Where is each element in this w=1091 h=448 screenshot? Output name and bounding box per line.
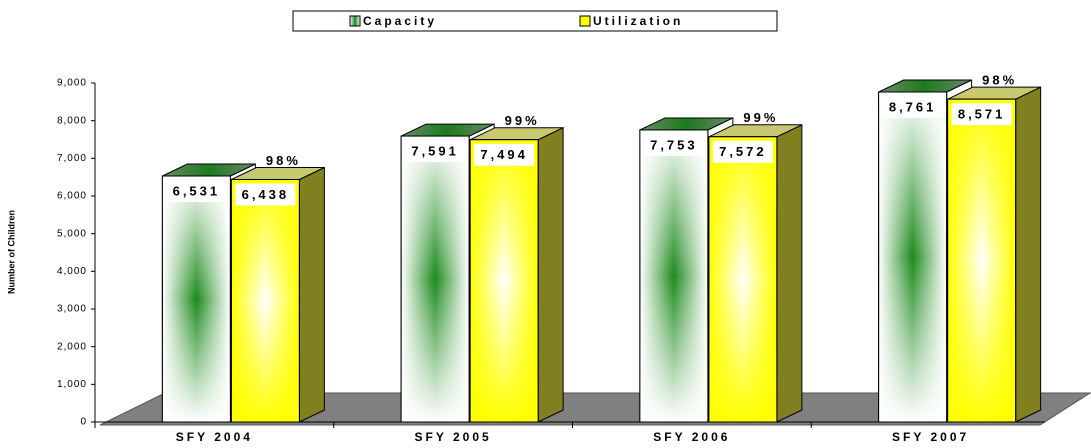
value-label-box xyxy=(643,133,704,156)
value-label: 7,494 xyxy=(480,147,528,162)
value-label: 8,571 xyxy=(958,107,1006,122)
y-tick-label: 1,000 xyxy=(57,379,87,390)
bar-shade xyxy=(708,136,778,423)
bar-shade xyxy=(230,179,300,423)
y-tick-label: 8,000 xyxy=(57,115,87,126)
y-tick-label: 0 xyxy=(80,417,87,428)
value-label: 6,438 xyxy=(242,187,290,202)
bar-shade xyxy=(400,135,470,423)
value-label-box xyxy=(712,140,773,163)
x-tick-label: SFY 2006 xyxy=(653,430,730,444)
legend-box xyxy=(292,10,778,32)
annotation: 98% xyxy=(982,73,1017,88)
bar-shade xyxy=(947,98,1017,423)
bar-side xyxy=(1015,86,1042,423)
y-tick-label: 5,000 xyxy=(57,228,87,239)
bar-side xyxy=(298,166,325,423)
y-tick-label: 4,000 xyxy=(57,266,87,277)
annotation: 99% xyxy=(743,110,778,125)
legend-swatch xyxy=(579,15,591,27)
annotation: 99% xyxy=(505,113,540,128)
bar-side xyxy=(537,126,564,423)
value-label-box xyxy=(474,143,535,166)
y-tick-label: 3,000 xyxy=(57,304,87,315)
bar-shade xyxy=(878,91,948,423)
bar-shade xyxy=(639,129,709,423)
x-tick-label: SFY 2004 xyxy=(176,430,253,444)
value-label: 7,753 xyxy=(650,137,698,152)
y-tick-label: 2,000 xyxy=(57,341,87,352)
x-tick-label: SFY 2005 xyxy=(415,430,492,444)
floor xyxy=(99,392,1091,426)
legend-swatch xyxy=(349,15,361,27)
value-label: 7,591 xyxy=(411,144,459,159)
value-label-box xyxy=(882,96,943,119)
value-label-box xyxy=(235,183,296,206)
legend-label: Capacity xyxy=(363,14,437,28)
bar-shade xyxy=(161,175,231,423)
value-label: 7,572 xyxy=(719,144,767,159)
x-tick-label: SFY 2007 xyxy=(892,430,969,444)
value-label-box xyxy=(951,103,1012,126)
value-label: 6,531 xyxy=(173,183,221,198)
y-tick-label: 6,000 xyxy=(57,191,87,202)
value-label: 8,761 xyxy=(889,99,937,114)
y-tick-label: 9,000 xyxy=(57,78,87,89)
value-label-box xyxy=(166,179,227,202)
annotation: 98% xyxy=(266,153,301,168)
bar-side xyxy=(776,123,803,423)
y-axis-label: Number of Children xyxy=(6,210,16,294)
bar-shade xyxy=(469,139,539,423)
value-label-box xyxy=(405,140,466,163)
y-tick-label: 7,000 xyxy=(57,153,87,164)
legend-label: Utilization xyxy=(593,14,683,28)
